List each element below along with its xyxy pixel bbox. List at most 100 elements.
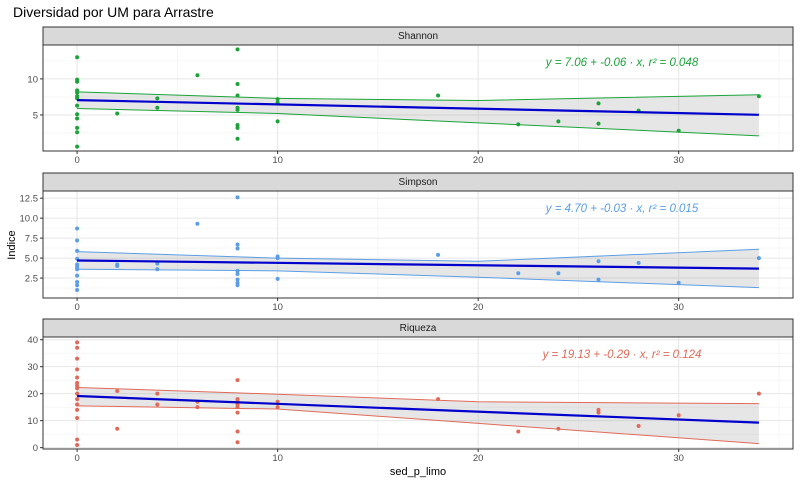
data-point	[235, 81, 240, 86]
x-tick-label: 30	[673, 453, 684, 464]
data-point	[235, 277, 240, 282]
facet-strip-label: Shannon	[398, 31, 438, 42]
data-point	[436, 93, 441, 98]
data-point	[235, 242, 240, 247]
data-point	[75, 283, 80, 288]
upper-bound-line	[77, 248, 759, 262]
data-point	[75, 90, 80, 95]
data-point	[115, 111, 120, 116]
data-point	[75, 112, 80, 117]
y-tick-label: 10	[27, 416, 38, 427]
data-point	[235, 123, 240, 128]
x-tick-label: 30	[673, 155, 684, 166]
data-point	[195, 405, 200, 410]
data-point	[75, 267, 80, 272]
data-point	[676, 128, 681, 133]
data-point	[75, 288, 80, 293]
data-point	[235, 107, 240, 112]
x-tick-label: 10	[272, 155, 283, 166]
data-point	[235, 195, 240, 200]
data-point	[275, 276, 280, 281]
regression-line	[77, 259, 759, 270]
y-tick-label: 5.0	[25, 254, 38, 265]
x-tick-label: 0	[74, 155, 79, 166]
data-point	[75, 402, 80, 407]
data-point	[516, 271, 521, 276]
data-point	[275, 405, 280, 410]
data-point	[756, 256, 761, 261]
x-tick-label: 0	[74, 302, 79, 313]
y-tick-label: 12.5	[20, 194, 39, 205]
panel-border	[42, 336, 794, 450]
data-point	[75, 280, 80, 285]
data-point	[596, 277, 601, 282]
x-tick-label: 10	[272, 302, 283, 313]
panel-shannon: Shannon y = 7.06 + -0.06 · x, r² = 0.048 5…	[27, 26, 794, 166]
data-point	[155, 402, 160, 407]
x-tick-label: 20	[473, 155, 484, 166]
y-tick-label: 10.0	[20, 214, 39, 225]
data-point	[596, 121, 601, 126]
panel-border	[42, 190, 794, 299]
data-point	[275, 256, 280, 261]
y-tick-label: 7.5	[25, 234, 38, 245]
data-point	[75, 79, 80, 84]
x-tick-label: 20	[473, 302, 484, 313]
data-point	[75, 273, 80, 278]
x-tick-label: 20	[473, 453, 484, 464]
facet-strip-label: Riqueza	[400, 323, 437, 334]
data-point	[235, 136, 240, 141]
data-point	[75, 356, 80, 361]
data-point	[235, 246, 240, 251]
data-point	[235, 47, 240, 52]
panel-background	[43, 191, 793, 298]
regression-equation: y = 4.70 + -0.03 · x, r² = 0.015	[545, 203, 699, 215]
data-point	[235, 272, 240, 277]
lower-bound-line	[77, 405, 759, 445]
y-tick-label: 20	[27, 389, 38, 400]
confidence-band	[77, 387, 759, 444]
data-point	[75, 130, 80, 135]
data-point	[115, 426, 120, 431]
chart-title: Diversidad por UM para Arrastre	[13, 4, 214, 20]
data-point	[235, 125, 240, 130]
data-point	[596, 410, 601, 415]
y-tick-label: 10	[27, 74, 38, 85]
data-point	[75, 437, 80, 442]
data-point	[756, 391, 761, 396]
data-point	[235, 410, 240, 415]
data-point	[235, 440, 240, 445]
data-point	[235, 429, 240, 434]
data-point	[756, 94, 761, 99]
data-point	[75, 386, 80, 391]
data-point	[676, 280, 681, 285]
data-point	[195, 73, 200, 78]
x-tick-label: 0	[74, 453, 79, 464]
data-point	[75, 375, 80, 380]
lower-bound-line	[77, 107, 759, 137]
data-point	[115, 264, 120, 269]
y-tick-label: 40	[27, 335, 38, 346]
confidence-band	[77, 249, 759, 288]
x-tick-label: 10	[272, 453, 283, 464]
data-point	[75, 397, 80, 402]
upper-bound-line	[77, 386, 759, 405]
data-point	[516, 429, 521, 434]
y-tick-label: 5	[33, 110, 38, 121]
x-tick-label: 30	[673, 302, 684, 313]
data-point	[155, 105, 160, 110]
data-point	[235, 283, 240, 288]
regression-equation: y = 19.13 + -0.29 · x, r² = 0.124	[542, 349, 702, 361]
y-tick-label: 0	[33, 443, 38, 454]
data-point	[195, 221, 200, 226]
data-point	[75, 415, 80, 420]
data-point	[235, 268, 240, 273]
data-point	[235, 378, 240, 383]
data-point	[556, 426, 561, 431]
data-point	[75, 367, 80, 372]
regression-line	[77, 98, 759, 116]
data-point	[275, 97, 280, 102]
upper-bound-line	[77, 91, 759, 102]
data-point	[155, 261, 160, 266]
y-tick-label: 30	[27, 362, 38, 373]
